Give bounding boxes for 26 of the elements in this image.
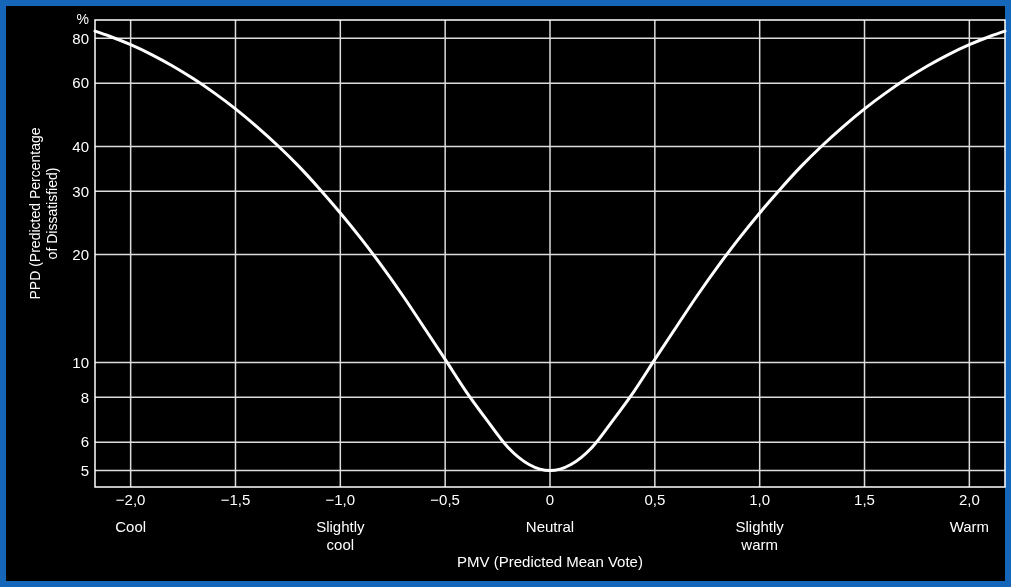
- x-axis-title: PMV (Predicted Mean Vote): [457, 553, 643, 570]
- y-tick-label: 6: [80, 433, 89, 451]
- y-axis-title: PPD (Predicted Percentage of Dissatisfied): [27, 127, 60, 300]
- y-tick-label: 40: [72, 137, 89, 155]
- text: Slightly cool: [316, 518, 365, 553]
- text: Cool: [115, 518, 147, 535]
- y-tick-label: 8: [80, 388, 89, 406]
- x-tick-label: 1,5: [854, 491, 875, 508]
- x-tick-label: 1,0: [749, 491, 771, 508]
- x-tick-label: −1,0: [325, 491, 356, 508]
- text: %: [76, 11, 89, 27]
- text: Neutral: [525, 518, 575, 535]
- text: Slightly warm: [735, 518, 785, 553]
- y-tick-label: 60: [72, 74, 89, 92]
- y-tick-label: 30: [72, 182, 89, 200]
- x-tick-label: −0,5: [430, 491, 460, 508]
- y-tick-label: 20: [72, 245, 89, 263]
- x-tick-label: 0: [545, 491, 555, 508]
- text: Warm: [949, 518, 990, 535]
- x-tick-label: 2,0: [958, 491, 980, 508]
- y-tick-label: 5: [80, 461, 89, 479]
- x-tick-label: 0,5: [644, 491, 666, 508]
- x-tick-label: −1,5: [220, 491, 251, 508]
- x-tick-label: −2,0: [115, 491, 146, 508]
- y-tick-label: 80: [72, 29, 89, 47]
- y-tick-label: 10: [72, 353, 89, 371]
